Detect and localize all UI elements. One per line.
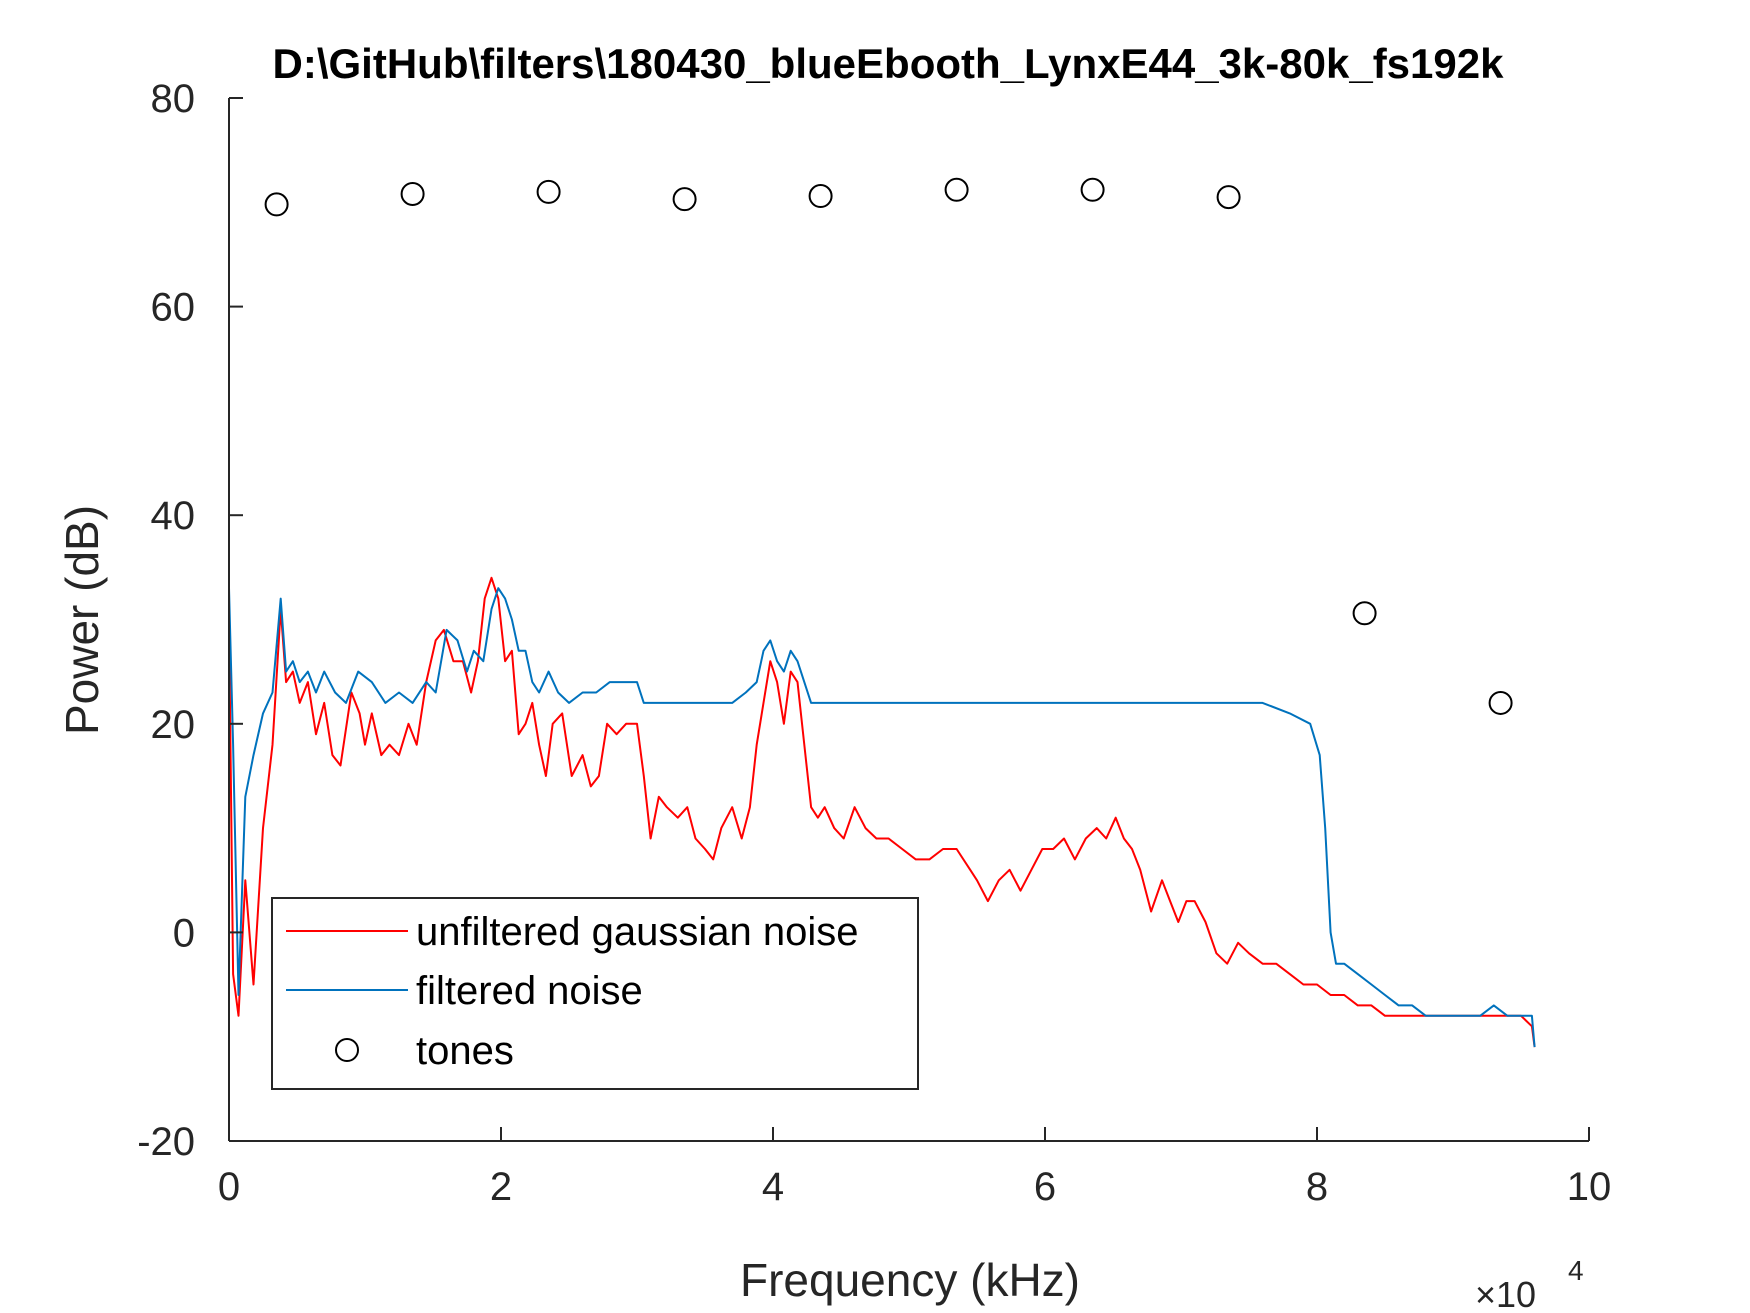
legend-swatch-tones bbox=[335, 1038, 359, 1062]
y-axis-label: Power (dB) bbox=[56, 505, 108, 735]
tone-point bbox=[1080, 177, 1105, 202]
chart-title: D:\GitHub\filters\180430_blueEbooth_Lynx… bbox=[273, 40, 1505, 87]
x-axis-label: Frequency (kHz) bbox=[740, 1254, 1080, 1306]
y-tick-label: 0 bbox=[173, 911, 195, 955]
y-tick-label: 20 bbox=[151, 703, 196, 747]
series-layer bbox=[228, 177, 1536, 1048]
x-tick-label: 4 bbox=[762, 1165, 784, 1209]
x-tick-label: 6 bbox=[1034, 1165, 1056, 1209]
plot-area: 0 2 4 6 8 10 -20 0 20 40 60 80 bbox=[137, 77, 1611, 1209]
tone-point bbox=[1352, 601, 1377, 626]
tone-point bbox=[808, 184, 833, 209]
tone-point bbox=[1216, 185, 1241, 210]
tone-point bbox=[672, 187, 697, 212]
tone-point bbox=[400, 181, 425, 206]
tone-point bbox=[944, 177, 969, 202]
x-tick-label: 8 bbox=[1306, 1165, 1328, 1209]
x-tick-label: 0 bbox=[218, 1165, 240, 1209]
tone-point bbox=[536, 179, 561, 204]
tone-point bbox=[1488, 690, 1513, 715]
y-tick-label: -20 bbox=[137, 1120, 195, 1164]
legend-label-filtered: filtered noise bbox=[416, 969, 643, 1013]
axes-layer: 0 2 4 6 8 10 -20 0 20 40 60 80 bbox=[137, 77, 1611, 1209]
legend-label-unfiltered: unfiltered gaussian noise bbox=[416, 910, 859, 954]
series-line-0 bbox=[228, 576, 1536, 1048]
y-ticks: -20 0 20 40 60 80 bbox=[137, 77, 243, 1164]
legend-box bbox=[271, 897, 919, 1090]
x-ticks: 0 2 4 6 8 10 bbox=[218, 1127, 1611, 1209]
x-exponent-base: ×10 bbox=[1475, 1274, 1536, 1313]
tone-point bbox=[264, 192, 289, 217]
x-exponent-power: 4 bbox=[1568, 1255, 1584, 1286]
x-tick-label: 2 bbox=[490, 1165, 512, 1209]
series-line-1 bbox=[228, 587, 1536, 1048]
x-tick-label: 10 bbox=[1567, 1165, 1612, 1209]
legend-label-tones: tones bbox=[416, 1029, 514, 1073]
legend: unfiltered gaussian noise filtered noise… bbox=[271, 897, 919, 1090]
y-tick-label: 60 bbox=[151, 286, 196, 330]
y-tick-label: 80 bbox=[151, 77, 196, 121]
y-tick-label: 40 bbox=[151, 494, 196, 538]
